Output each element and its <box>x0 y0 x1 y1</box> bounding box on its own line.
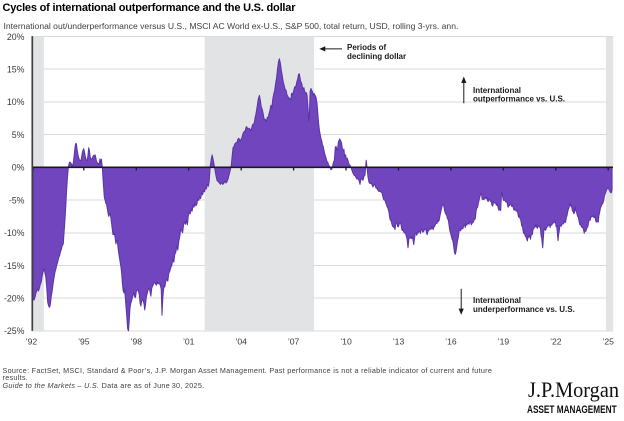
svg-text:0%: 0% <box>12 163 25 173</box>
svg-text:15%: 15% <box>7 65 25 75</box>
svg-text:’10: ’10 <box>340 337 352 347</box>
svg-text:’95: ’95 <box>78 337 90 347</box>
svg-text:International: International <box>473 296 521 305</box>
svg-text:-15%: -15% <box>4 261 25 271</box>
svg-text:’22: ’22 <box>550 337 562 347</box>
svg-text:’92: ’92 <box>26 337 38 347</box>
svg-text:-5%: -5% <box>9 195 25 205</box>
svg-text:10%: 10% <box>7 97 25 107</box>
svg-text:declining dollar: declining dollar <box>347 52 406 61</box>
svg-text:-25%: -25% <box>4 326 25 336</box>
svg-text:Periods of: Periods of <box>347 43 386 52</box>
svg-text:’16: ’16 <box>445 337 457 347</box>
svg-text:’04: ’04 <box>235 337 247 347</box>
svg-text:5%: 5% <box>12 130 25 140</box>
svg-text:’07: ’07 <box>288 337 300 347</box>
svg-text:-10%: -10% <box>4 228 25 238</box>
svg-text:-20%: -20% <box>4 294 25 304</box>
svg-text:’01: ’01 <box>183 337 195 347</box>
svg-text:underperformance vs. U.S.: underperformance vs. U.S. <box>473 305 575 314</box>
svg-text:’98: ’98 <box>131 337 143 347</box>
svg-text:International: International <box>473 86 521 95</box>
svg-text:’13: ’13 <box>393 337 405 347</box>
svg-text:’19: ’19 <box>498 337 510 347</box>
svg-text:outperformance vs. U.S.: outperformance vs. U.S. <box>473 95 565 104</box>
svg-text:20%: 20% <box>7 32 25 42</box>
svg-text:’25: ’25 <box>602 337 614 347</box>
